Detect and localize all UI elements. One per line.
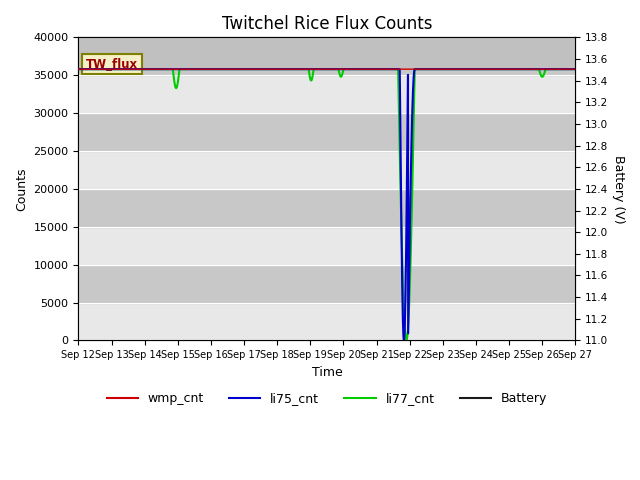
Bar — [79, 37, 575, 68]
X-axis label: Time: Time — [312, 366, 342, 379]
Y-axis label: Counts: Counts — [15, 167, 28, 211]
Bar — [79, 75, 575, 113]
Bar — [79, 151, 575, 189]
Bar — [79, 264, 575, 302]
Text: TW_flux: TW_flux — [86, 58, 138, 71]
Bar — [79, 227, 575, 264]
Bar — [79, 302, 575, 340]
Bar — [79, 37, 575, 75]
Bar — [79, 189, 575, 227]
Y-axis label: Battery (V): Battery (V) — [612, 155, 625, 223]
Legend: wmp_cnt, li75_cnt, li77_cnt, Battery: wmp_cnt, li75_cnt, li77_cnt, Battery — [102, 387, 552, 410]
Title: Twitchel Rice Flux Counts: Twitchel Rice Flux Counts — [221, 15, 432, 33]
Bar — [79, 113, 575, 151]
